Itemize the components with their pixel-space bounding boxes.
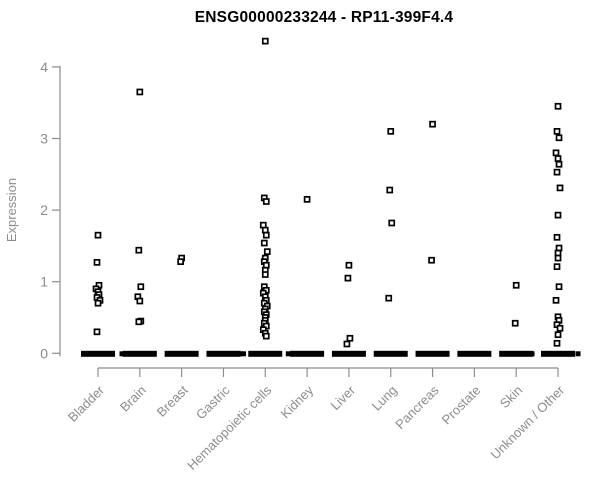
data-point bbox=[262, 198, 270, 205]
data-point bbox=[554, 102, 562, 110]
zero-expression-band bbox=[457, 350, 492, 357]
data-point bbox=[344, 274, 352, 282]
zero-expression-band bbox=[290, 350, 325, 357]
data-point bbox=[177, 258, 184, 266]
data-point bbox=[93, 259, 101, 266]
x-category-label: Prostate bbox=[439, 383, 484, 428]
x-category-label: Bladder bbox=[65, 382, 108, 425]
x-category-label: Liver bbox=[328, 382, 359, 413]
data-point bbox=[553, 339, 561, 347]
x-category-label: Gastric bbox=[193, 382, 233, 422]
data-point bbox=[553, 168, 561, 176]
data-point bbox=[428, 256, 435, 264]
y-tick-label: 3 bbox=[40, 131, 48, 147]
y-axis-label: Expression bbox=[4, 178, 19, 242]
data-point bbox=[388, 219, 396, 227]
data-point bbox=[553, 263, 561, 271]
x-category-label: Kidney bbox=[278, 382, 317, 421]
zero-expression-band bbox=[81, 350, 115, 357]
data-point bbox=[556, 184, 564, 192]
data-point bbox=[345, 261, 353, 269]
x-category-label: Unknown / Other bbox=[488, 382, 568, 462]
data-point bbox=[553, 127, 561, 135]
data-point bbox=[552, 149, 560, 157]
x-category-label: Pancreas bbox=[392, 382, 442, 432]
data-point bbox=[262, 332, 270, 340]
data-point bbox=[386, 186, 394, 194]
x-category-label: Brain bbox=[117, 383, 149, 415]
data-point bbox=[343, 340, 351, 348]
zero-expression-band bbox=[541, 350, 576, 357]
zero-expression-point bbox=[240, 351, 246, 357]
y-tick-label: 1 bbox=[40, 274, 48, 290]
data-point bbox=[136, 88, 144, 96]
data-point bbox=[552, 296, 560, 304]
zero-expression-band bbox=[248, 350, 283, 357]
data-point bbox=[303, 196, 311, 203]
zero-expression-band bbox=[415, 350, 450, 357]
data-point bbox=[262, 231, 270, 239]
data-point bbox=[137, 283, 145, 291]
data-point bbox=[555, 160, 563, 168]
data-point bbox=[261, 271, 269, 278]
data-point bbox=[135, 318, 143, 326]
data-point bbox=[93, 328, 101, 336]
data-point bbox=[429, 120, 436, 128]
data-point bbox=[263, 248, 271, 255]
zero-expression-point bbox=[575, 351, 581, 357]
data-point bbox=[554, 254, 562, 262]
data-point bbox=[511, 319, 519, 327]
data-point bbox=[94, 231, 102, 239]
data-point bbox=[387, 127, 395, 135]
data-point bbox=[346, 334, 354, 342]
data-point bbox=[553, 233, 561, 241]
data-point bbox=[556, 324, 564, 332]
x-category-label: Lung bbox=[369, 383, 400, 414]
zero-expression-point bbox=[529, 351, 535, 357]
zero-expression-band bbox=[499, 350, 534, 357]
x-category-label: Skin bbox=[497, 383, 525, 411]
data-point bbox=[554, 331, 562, 339]
chart-title: ENSG00000233244 - RP11-399F4.4 bbox=[194, 9, 454, 26]
zero-expression-point bbox=[119, 351, 125, 357]
data-point bbox=[261, 37, 269, 45]
data-point bbox=[512, 281, 520, 289]
data-point bbox=[555, 283, 563, 291]
x-category-label: Breast bbox=[154, 382, 191, 419]
zero-expression-point bbox=[237, 351, 243, 357]
data-point bbox=[554, 211, 562, 219]
zero-expression-point bbox=[285, 351, 291, 357]
zero-expression-band bbox=[206, 350, 241, 357]
zero-expression-band bbox=[122, 350, 157, 357]
zero-expression-band bbox=[164, 350, 199, 357]
data-point bbox=[554, 155, 562, 162]
data-point bbox=[555, 134, 563, 142]
zero-expression-band bbox=[331, 350, 366, 357]
data-point bbox=[135, 246, 143, 254]
y-tick-label: 2 bbox=[40, 202, 48, 218]
zero-expression-band bbox=[373, 350, 408, 357]
data-point bbox=[260, 239, 268, 247]
data-point bbox=[94, 299, 102, 307]
data-point bbox=[385, 294, 393, 302]
y-tick-label: 4 bbox=[40, 59, 48, 75]
y-tick-label: 0 bbox=[40, 345, 48, 361]
data-point bbox=[136, 297, 144, 305]
